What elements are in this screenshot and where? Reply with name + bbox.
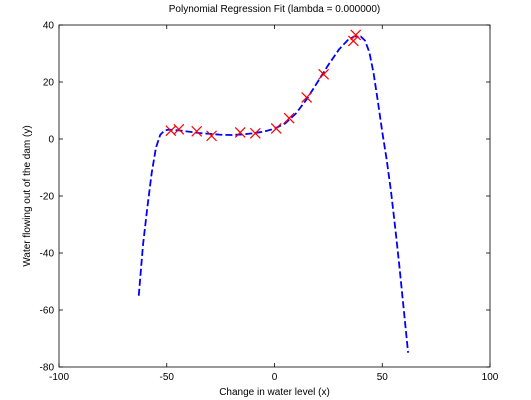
plot-area — [58, 24, 491, 368]
fit-curve-series — [137, 35, 410, 353]
x-axis-title: Change in water level (x) — [219, 387, 330, 398]
data-point-marker — [318, 68, 330, 80]
fit-curve-line — [137, 35, 410, 353]
data-point-marker — [350, 29, 362, 41]
y-axis: -80 -60 -40 -20 0 20 40 — [40, 21, 490, 374]
data-point-marker — [191, 125, 203, 137]
chart-title: Polynomial Regression Fit (lambda = 0.00… — [169, 4, 381, 15]
data-point-marker — [301, 91, 313, 103]
data-point-marker — [173, 123, 185, 135]
data-point-marker — [234, 127, 246, 138]
data-point-marker — [347, 35, 359, 47]
x-tick-label: 100 — [482, 372, 499, 383]
data-point-marker — [206, 130, 217, 142]
data-point-marker — [270, 123, 282, 134]
training-data-series — [165, 29, 362, 142]
x-tick-label: -100 — [49, 372, 69, 383]
y-tick-label: -40 — [40, 249, 55, 260]
y-tick-label: 40 — [43, 21, 55, 32]
plot-frame — [58, 24, 491, 368]
y-tick-label: -60 — [40, 306, 55, 317]
y-tick-label: 0 — [48, 135, 54, 146]
y-tick-label: 20 — [43, 78, 55, 89]
x-tick-label: 0 — [272, 372, 278, 383]
x-tick-label: -50 — [160, 372, 175, 383]
x-axis: -100 -50 0 50 100 — [49, 25, 499, 383]
data-point-marker — [283, 112, 295, 124]
x-tick-label: 50 — [377, 372, 389, 383]
y-tick-label: -80 — [40, 363, 55, 374]
data-point-marker — [249, 127, 261, 139]
y-tick-label: -20 — [40, 192, 55, 203]
y-axis-title: Water flowing out of the dam (y) — [22, 125, 33, 266]
